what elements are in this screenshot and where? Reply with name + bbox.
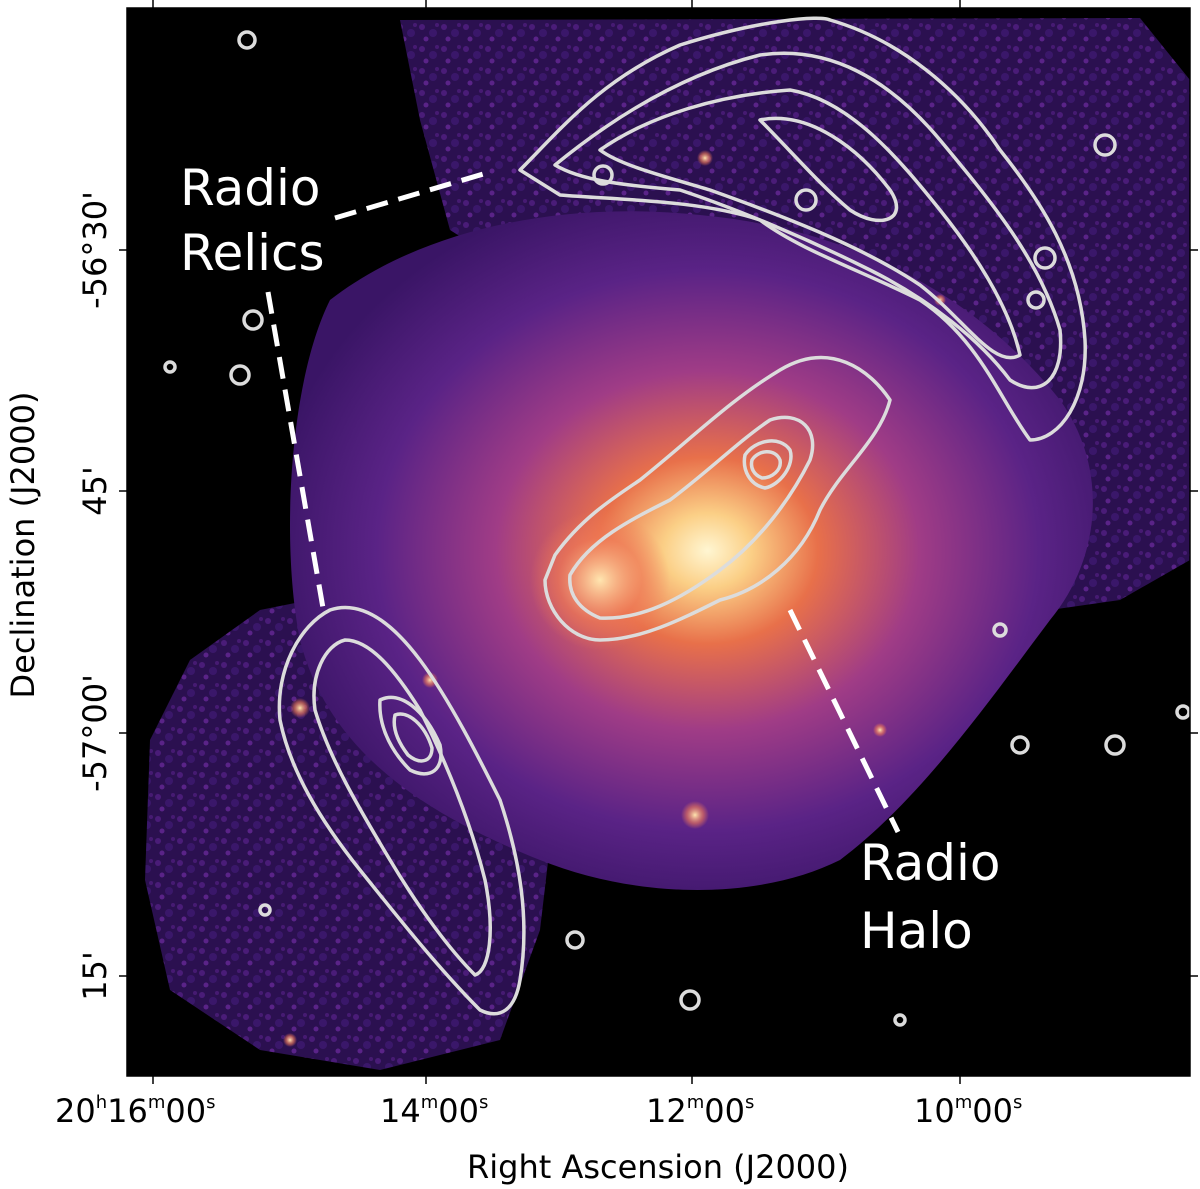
north-relic-contour: [518, 16, 1087, 442]
xray-image: Radio Relics Radio Halo: [127, 8, 1190, 1076]
y-tick-label: -57°00': [76, 674, 114, 792]
plot-frame: [126, 7, 1191, 1077]
point-source: [283, 1033, 297, 1047]
relic-pointer-south: [265, 291, 326, 609]
halo-label-line1: Radio: [860, 834, 1001, 892]
south-relic-contour: [277, 605, 526, 1016]
point-source: [681, 801, 709, 829]
halo-contour: [543, 355, 892, 642]
y-axis-title: Declination (J2000): [4, 392, 42, 699]
x-tick-label: 12m00s: [646, 1092, 754, 1130]
y-tick-labels: -56°30' 45' -57°00' 15': [76, 191, 114, 1001]
annotation-lines: [265, 169, 901, 834]
point-source: [422, 672, 438, 688]
point-source: [290, 698, 310, 718]
y-tick-label: 45': [76, 466, 114, 516]
relic-pointer-north: [334, 169, 491, 221]
x-tick-label: 14m00s: [380, 1092, 488, 1130]
x-axis-title: Right Ascension (J2000): [467, 1148, 849, 1186]
radio-contours: [163, 16, 1190, 1027]
halo-label-line2: Halo: [860, 902, 973, 960]
relics-label-line2: Relics: [180, 224, 325, 282]
cluster-emission: [290, 211, 1093, 890]
halo-pointer: [787, 608, 901, 834]
point-source: [873, 723, 887, 737]
relics-label-line1: Radio: [180, 159, 321, 217]
x-tick-label: 10m00s: [914, 1092, 1022, 1130]
core-peak: [530, 510, 670, 650]
y-tick-label: 15': [76, 951, 114, 1001]
x-tick-label: 20h16m00s: [55, 1092, 216, 1130]
x-tick-labels: 20h16m00s 14m00s 12m00s 10m00s: [55, 1092, 1022, 1130]
y-tick-label: -56°30': [76, 191, 114, 309]
point-source: [697, 150, 713, 166]
ticks: [119, 0, 1198, 1084]
